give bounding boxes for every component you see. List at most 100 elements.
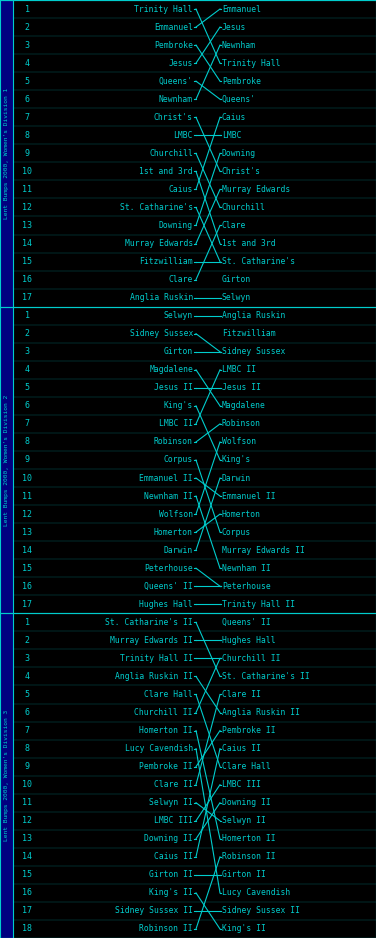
Text: 1: 1: [24, 618, 29, 627]
Text: Lent Bumps 2000, Women's Division 3: Lent Bumps 2000, Women's Division 3: [4, 710, 9, 841]
Text: Sidney Sussex II: Sidney Sussex II: [222, 906, 300, 915]
Text: Trinity Hall: Trinity Hall: [135, 5, 193, 13]
Text: 13: 13: [22, 834, 32, 843]
Text: Selwyn: Selwyn: [222, 294, 251, 302]
Text: Magdalene: Magdalene: [222, 401, 266, 410]
Text: 14: 14: [22, 853, 32, 861]
Text: 16: 16: [22, 275, 32, 284]
Bar: [0, 307, 13, 613]
Text: 8: 8: [24, 437, 29, 446]
Text: Hughes Hall: Hughes Hall: [139, 599, 193, 609]
Text: Selwyn II: Selwyn II: [222, 816, 266, 825]
Bar: [0, 0, 13, 307]
Text: St. Catharine's II: St. Catharine's II: [105, 618, 193, 627]
Text: 13: 13: [22, 528, 32, 537]
Text: Emmanuel II: Emmanuel II: [139, 474, 193, 482]
Text: Clare: Clare: [222, 221, 246, 230]
Text: Murray Edwards: Murray Edwards: [222, 185, 290, 194]
Text: King's II: King's II: [222, 925, 266, 933]
Text: Robinson: Robinson: [154, 437, 193, 446]
Text: 2: 2: [24, 636, 29, 644]
Text: Emmanuel: Emmanuel: [222, 5, 261, 13]
Text: Newnham: Newnham: [222, 40, 256, 50]
Text: Sidney Sussex: Sidney Sussex: [130, 329, 193, 339]
Text: 18: 18: [22, 925, 32, 933]
Text: Corpus: Corpus: [222, 528, 251, 537]
Text: 6: 6: [24, 95, 29, 104]
Text: 13: 13: [22, 221, 32, 230]
Text: Trinity Hall II: Trinity Hall II: [120, 654, 193, 663]
Text: Hughes Hall: Hughes Hall: [222, 636, 276, 644]
Text: 12: 12: [22, 203, 32, 212]
Text: 14: 14: [22, 546, 32, 554]
Text: 1st and 3rd: 1st and 3rd: [139, 167, 193, 175]
Text: LMBC: LMBC: [222, 130, 241, 140]
Text: Sidney Sussex: Sidney Sussex: [222, 347, 285, 356]
Text: Clare Hall: Clare Hall: [222, 763, 271, 771]
Text: 12: 12: [22, 509, 32, 519]
Text: 4: 4: [24, 59, 29, 68]
Text: LMBC: LMBC: [173, 130, 193, 140]
Text: Wolfson: Wolfson: [159, 509, 193, 519]
Text: Caius: Caius: [222, 113, 246, 122]
Text: Pembroke: Pembroke: [222, 77, 261, 85]
Text: Homerton II: Homerton II: [139, 726, 193, 735]
Text: Christ's: Christ's: [222, 167, 261, 175]
Text: 6: 6: [24, 401, 29, 410]
Text: Churchill II: Churchill II: [222, 654, 280, 663]
Text: Jesus: Jesus: [168, 59, 193, 68]
Text: Caius II: Caius II: [154, 853, 193, 861]
Text: Churchill: Churchill: [149, 149, 193, 158]
Text: LMBC II: LMBC II: [222, 365, 256, 374]
Text: 4: 4: [24, 365, 29, 374]
Text: 5: 5: [24, 384, 29, 392]
Text: 17: 17: [22, 906, 32, 915]
Text: King's: King's: [164, 401, 193, 410]
Text: 1: 1: [24, 311, 29, 320]
Text: Clare: Clare: [168, 275, 193, 284]
Text: 2: 2: [24, 23, 29, 32]
Text: King's II: King's II: [149, 888, 193, 898]
Text: Robinson: Robinson: [222, 419, 261, 429]
Text: Darwin: Darwin: [222, 474, 251, 482]
Text: Newnham II: Newnham II: [222, 564, 271, 573]
Text: 4: 4: [24, 672, 29, 681]
Text: Newnham: Newnham: [159, 95, 193, 104]
Text: Jesus II: Jesus II: [154, 384, 193, 392]
Bar: [0, 613, 13, 938]
Text: King's: King's: [222, 456, 251, 464]
Text: 12: 12: [22, 816, 32, 825]
Text: Wolfson: Wolfson: [222, 437, 256, 446]
Text: Anglia Ruskin II: Anglia Ruskin II: [222, 708, 300, 717]
Text: 15: 15: [22, 870, 32, 879]
Text: Murray Edwards II: Murray Edwards II: [222, 546, 305, 554]
Text: 11: 11: [22, 492, 32, 501]
Text: Churchill II: Churchill II: [135, 708, 193, 717]
Text: 11: 11: [22, 185, 32, 194]
Text: Emmanuel II: Emmanuel II: [222, 492, 276, 501]
Text: 15: 15: [22, 257, 32, 266]
Text: 7: 7: [24, 419, 29, 429]
Text: Corpus: Corpus: [164, 456, 193, 464]
Text: Magdalene: Magdalene: [149, 365, 193, 374]
Text: LMBC II: LMBC II: [159, 419, 193, 429]
Text: 10: 10: [22, 474, 32, 482]
Text: Selwyn: Selwyn: [164, 311, 193, 320]
Text: Clare Hall: Clare Hall: [144, 690, 193, 699]
Text: St. Catharine's: St. Catharine's: [222, 257, 295, 266]
Text: 10: 10: [22, 780, 32, 789]
Text: Lucy Cavendish: Lucy Cavendish: [222, 888, 290, 898]
Text: Jesus II: Jesus II: [222, 384, 261, 392]
Text: Queens': Queens': [222, 95, 256, 104]
Text: 6: 6: [24, 708, 29, 717]
Text: 15: 15: [22, 564, 32, 573]
Text: Lent Bumps 2000, Women's Division 2: Lent Bumps 2000, Women's Division 2: [4, 394, 9, 525]
Text: Emmanuel: Emmanuel: [154, 23, 193, 32]
Text: 10: 10: [22, 167, 32, 175]
Text: Christ's: Christ's: [154, 113, 193, 122]
Text: Pembroke II: Pembroke II: [222, 726, 276, 735]
Text: Girton II: Girton II: [222, 870, 266, 879]
Text: 16: 16: [22, 888, 32, 898]
Text: 9: 9: [24, 456, 29, 464]
Text: 3: 3: [24, 654, 29, 663]
